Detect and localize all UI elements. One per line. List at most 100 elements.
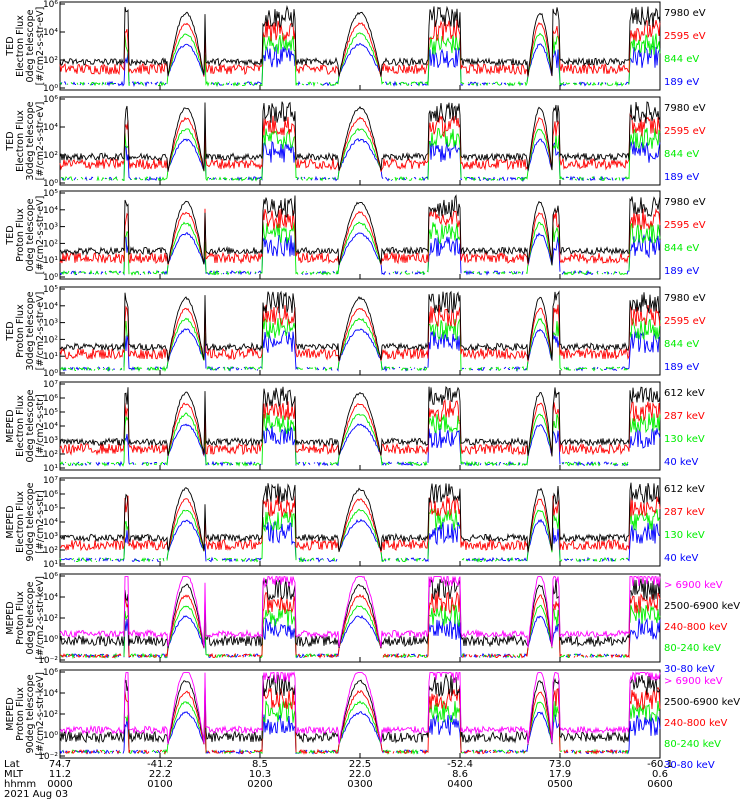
- x-axis-row-label: hhmm: [4, 779, 36, 790]
- flux-panel-4: 10⁵ 10⁴ 10³ 10² 10¹ 10⁰ TED Proton Flux 30deg te…: [5, 285, 706, 379]
- y-tick-label: 10¹: [43, 352, 58, 362]
- series-line-3: [60, 221, 661, 276]
- y-axis-label-line: TED: [5, 131, 16, 151]
- series-line-2: [59, 672, 661, 745]
- legend-entry: 189 eV: [664, 172, 699, 183]
- legend-entry: > 6900 keV: [664, 676, 723, 687]
- y-axis-label-line: [#/cm2-s-str-keV]: [35, 576, 46, 660]
- y-tick-label: 10⁰: [43, 84, 58, 94]
- legend-entry: 2595 eV: [664, 220, 706, 231]
- legend-entry: 40 keV: [664, 457, 698, 468]
- x-tick-label: 74.7: [49, 759, 71, 770]
- legend-entry: 7980 eV: [664, 103, 706, 114]
- y-tick-label: 10⁰: [43, 369, 58, 379]
- y-tick-label: 10⁰: [43, 273, 58, 283]
- y-tick-label: 10¹: [43, 256, 58, 266]
- panel-frame: [59, 96, 661, 186]
- y-axis-label-line: 0deg telescope: [25, 389, 36, 462]
- y-tick-label: 10⁷: [43, 380, 58, 390]
- y-tick-label: 10⁶: [43, 0, 58, 10]
- y-axis-label-line: TED: [5, 36, 16, 56]
- legend-entry: 40 keV: [664, 553, 698, 564]
- legend-entry: 612 keV: [664, 484, 705, 495]
- legend-entry: 30-80 keV: [664, 664, 715, 675]
- legend-entry: > 6900 keV: [664, 580, 723, 591]
- x-tick-label: 17.9: [549, 769, 571, 780]
- y-tick-label: 10⁻²: [38, 656, 58, 666]
- x-tick-label: -41.2: [147, 759, 173, 770]
- y-axis-label-line: [#/cm2-s-str-eV]: [35, 292, 46, 371]
- y-tick-label: 10²: [43, 546, 58, 556]
- flux-panel-7: 10⁶ 10⁴ 10² 10⁰ 10⁻² MEPED Proton Flux 0deg tel…: [5, 572, 740, 675]
- y-tick-label: 10⁻²: [38, 752, 58, 762]
- series-line-2: [59, 304, 661, 362]
- y-axis-label-line: Electron Flux: [15, 110, 26, 172]
- y-axis-label-line: MEPED: [5, 697, 16, 730]
- x-tick-label: 0200: [247, 779, 272, 790]
- y-tick-label: 10²: [43, 614, 58, 624]
- x-tick-label: 11.2: [49, 769, 71, 780]
- x-tick-label: 22.5: [349, 759, 371, 770]
- x-tick-label: -52.4: [447, 759, 473, 770]
- legend-entry: 30-80 keV: [664, 760, 715, 771]
- y-tick-label: 10⁴: [43, 422, 58, 432]
- panel-frame: [59, 190, 661, 280]
- y-axis-label-line: 30deg telescope: [25, 101, 36, 180]
- legend-entry: 189 eV: [664, 266, 699, 277]
- y-axis-label-line: Proton Flux: [15, 208, 26, 262]
- flux-panel-8: 10⁶ 10⁴ 10² 10⁰ 10⁻² MEPED Proton Flux 90deg te…: [5, 668, 740, 771]
- legend-entry: 7980 eV: [664, 197, 706, 208]
- series-line-4: [61, 138, 661, 182]
- y-tick-label: 10⁵: [43, 504, 58, 514]
- flux-panel-1: 10⁶ 10⁴ 10² 10⁰ TED Electron Flux 0deg telesco…: [5, 0, 706, 94]
- series-line-2: [59, 578, 661, 649]
- series-line-2: [59, 399, 661, 457]
- y-axis-label-line: [#/cm2-s-str-eV]: [35, 196, 46, 275]
- x-tick-label: 0600: [647, 779, 672, 790]
- y-axis-label-line: [#/cm2-s-str-keV]: [35, 672, 46, 756]
- y-tick-label: 10⁶: [43, 95, 58, 105]
- y-axis-label-line: 30deg telescope: [25, 291, 36, 370]
- y-tick-label: 10⁶: [43, 572, 58, 582]
- legend-entry: 80-240 keV: [664, 643, 721, 654]
- y-tick-label: 10¹: [43, 464, 58, 474]
- series-line-3: [59, 316, 661, 372]
- series-line-1: [59, 194, 661, 266]
- series-line-1: [59, 101, 661, 172]
- y-axis-label-line: 0deg telescope: [25, 9, 36, 82]
- series-line-2: [59, 495, 661, 553]
- series-line-1: [59, 5, 661, 77]
- panel-frame: [59, 477, 661, 567]
- series-line-1: [59, 386, 661, 457]
- y-tick-label: 10⁴: [43, 593, 58, 603]
- flux-panel-2: 10⁶ 10⁴ 10² 10⁰ TED Electron Flux 30deg telesc…: [5, 95, 706, 189]
- x-axis-row-label: Lat: [4, 759, 20, 770]
- y-tick-label: 10⁶: [43, 668, 58, 678]
- y-axis-label-line: [#/cm2-s-str]: [35, 394, 46, 457]
- y-axis-label-line: Proton Flux: [15, 687, 26, 741]
- series-line-1: [59, 290, 661, 362]
- legend-entry: 7980 eV: [664, 8, 706, 19]
- y-tick-label: 10⁴: [43, 28, 58, 38]
- panel-frame: [59, 573, 661, 663]
- series-line-2: [59, 19, 661, 77]
- y-tick-label: 10⁶: [43, 490, 58, 500]
- legend-entry: 844 eV: [664, 54, 699, 65]
- series-line-2: [59, 207, 661, 266]
- series-line-1: [59, 482, 661, 553]
- x-tick-label: 22.2: [149, 769, 171, 780]
- y-tick-label: 10²: [43, 239, 58, 249]
- x-tick-label: 8.5: [252, 759, 268, 770]
- y-tick-label: 10⁰: [43, 179, 58, 189]
- y-axis-label-line: 0deg telescope: [25, 198, 36, 271]
- date-label: 2021 Aug 03: [4, 789, 68, 800]
- legend-entry: 844 eV: [664, 243, 699, 254]
- legend-entry: 7980 eV: [664, 293, 706, 304]
- x-tick-label: 0500: [547, 779, 572, 790]
- series-line-3: [59, 591, 661, 659]
- y-axis-label-line: MEPED: [5, 505, 16, 538]
- y-tick-label: 10⁴: [43, 689, 58, 699]
- x-tick-label: 22.0: [349, 769, 371, 780]
- y-axis-label-line: [#/cm2-s-str-eV]: [35, 102, 46, 181]
